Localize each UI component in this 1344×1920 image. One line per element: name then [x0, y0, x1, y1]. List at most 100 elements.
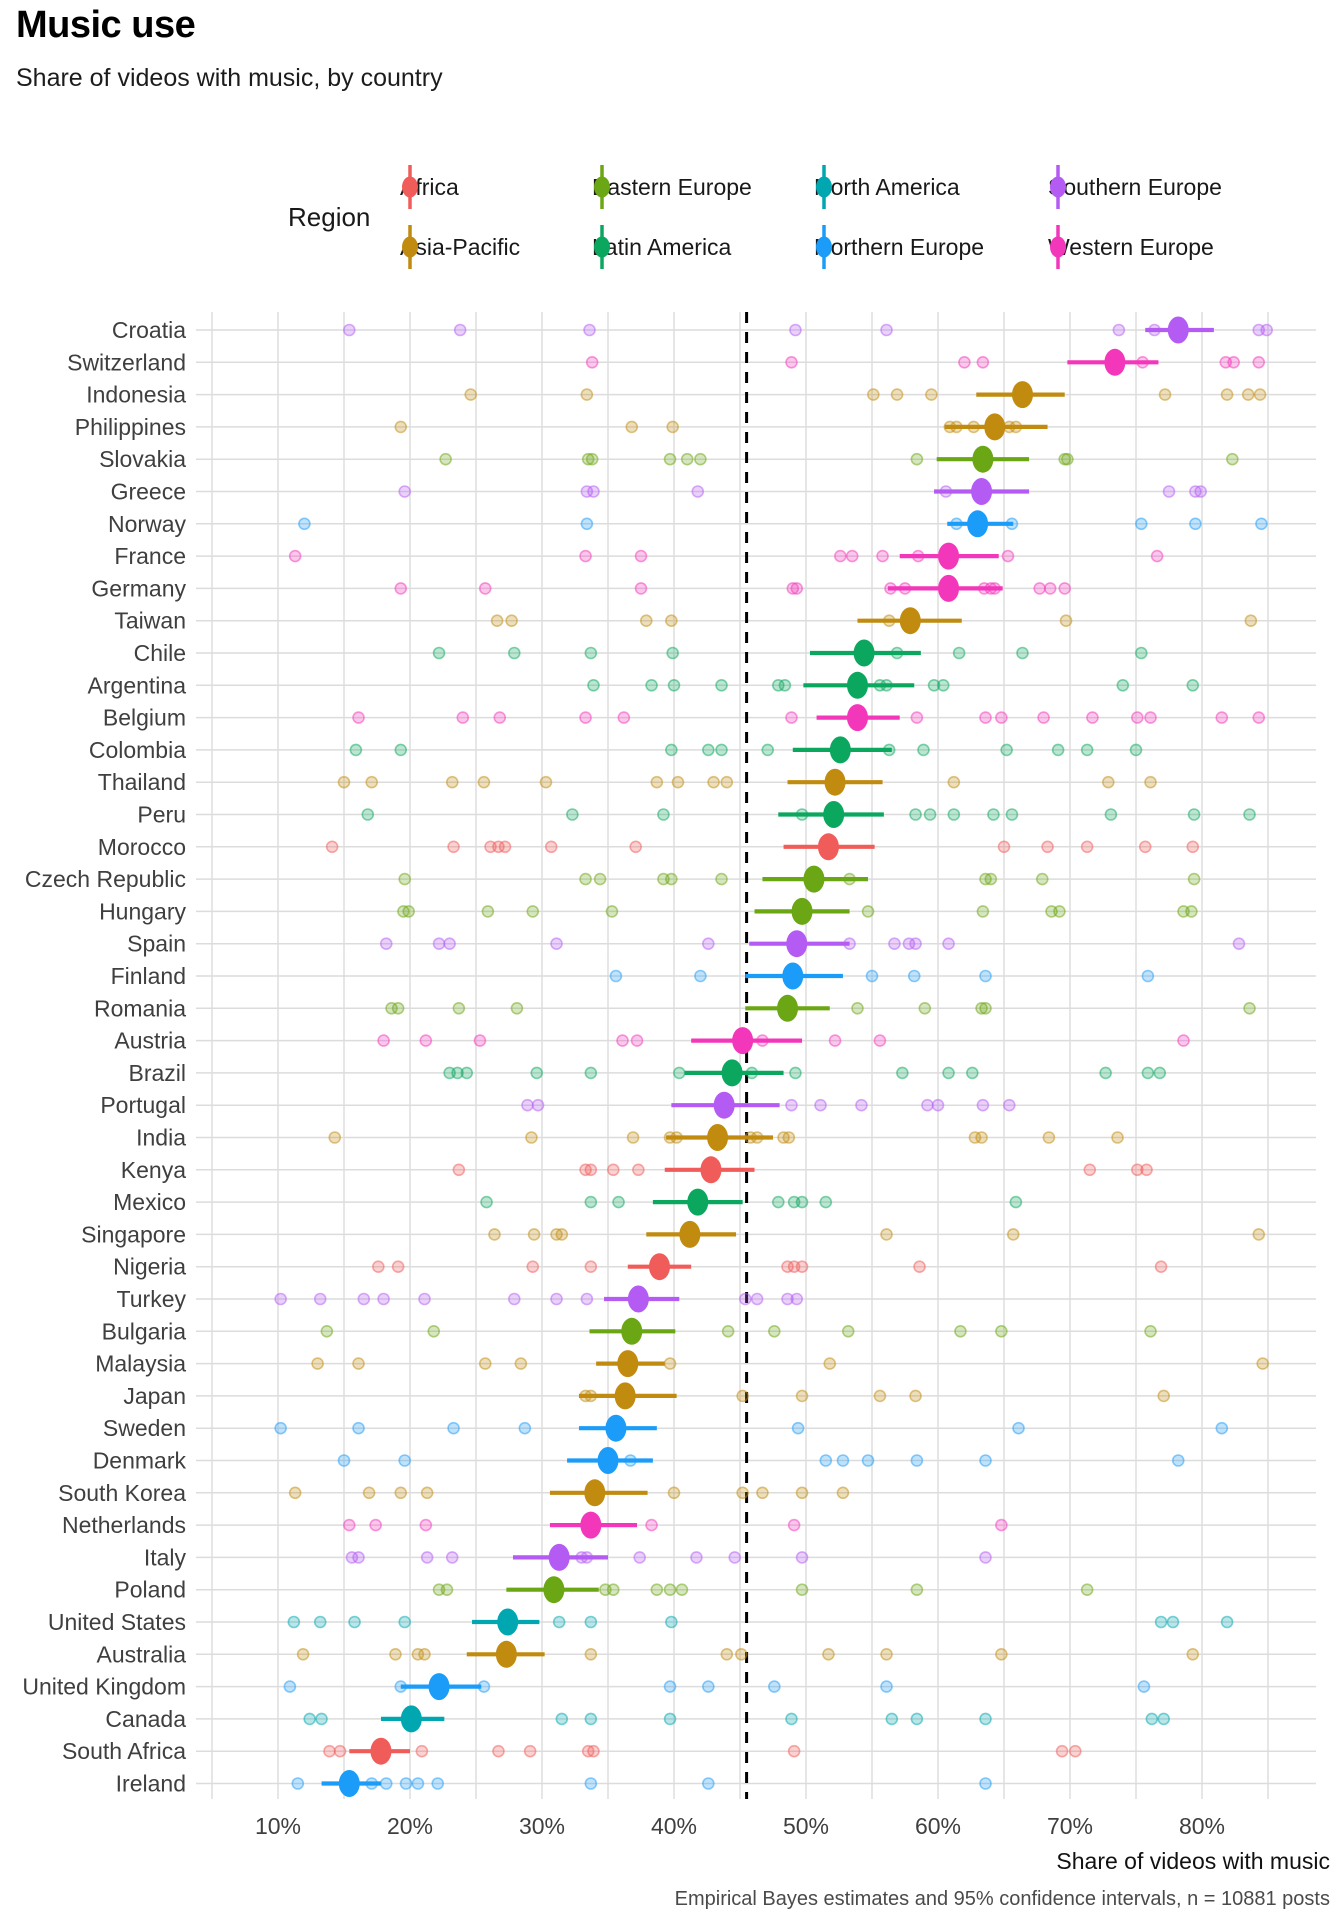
- scatter-dot: [665, 872, 678, 886]
- scatter-dot: [667, 678, 681, 692]
- scatter-dot: [580, 388, 594, 401]
- country-label: Colombia: [89, 737, 186, 763]
- scatter-dot: [736, 1486, 749, 1500]
- scatter-dot: [1154, 1260, 1168, 1273]
- country-label: Argentina: [88, 672, 187, 698]
- scatter-dot: [979, 711, 992, 724]
- scatter-dot: [394, 1486, 408, 1500]
- country-label: Denmark: [93, 1448, 187, 1474]
- scatter-dot: [1104, 808, 1118, 821]
- estimate-dot: [605, 1414, 627, 1442]
- country-label: Malaysia: [95, 1351, 186, 1377]
- scatter-dot: [633, 1551, 646, 1564]
- estimate-dot: [1167, 316, 1189, 344]
- scatter-dot: [377, 1292, 390, 1306]
- scatter-dot: [1215, 711, 1229, 724]
- estimate-dot: [823, 801, 845, 828]
- country-label: Finland: [111, 963, 186, 989]
- scatter-dot: [362, 1486, 376, 1500]
- scatter-dot: [876, 549, 889, 563]
- scatter-dot: [587, 678, 600, 692]
- scatter-dot: [1111, 1131, 1124, 1144]
- scatter-dot: [913, 1260, 926, 1273]
- scatter-dot: [593, 872, 607, 886]
- scatter-dot: [584, 1195, 598, 1209]
- scatter-dot: [976, 905, 990, 918]
- estimate-dot: [584, 1479, 606, 1507]
- scatter-dot: [584, 1712, 598, 1726]
- scatter-dot: [1162, 485, 1176, 498]
- scatter-dot: [975, 1001, 988, 1015]
- scatter-dot: [453, 323, 467, 337]
- scatter-dot: [995, 1648, 1008, 1661]
- country-label: Germany: [91, 575, 186, 601]
- scatter-dot: [525, 1131, 538, 1144]
- legend-item-southern-europe: Southern Europe: [1048, 163, 1222, 211]
- scatter-dot: [550, 937, 563, 951]
- scatter-dot: [861, 905, 875, 918]
- scatter-dot: [1059, 614, 1073, 628]
- scatter-dot: [1189, 517, 1202, 531]
- scatter-dot: [1116, 678, 1130, 692]
- scatter-dot: [1041, 840, 1054, 854]
- scatter-dot: [909, 1389, 922, 1403]
- scatter-dot: [1166, 1615, 1180, 1629]
- country-label: Poland: [114, 1577, 186, 1603]
- scatter-dot: [787, 1744, 801, 1758]
- scatter-dot: [473, 1034, 487, 1047]
- scatter-dot: [510, 1001, 524, 1015]
- scatter-dot: [735, 1648, 748, 1661]
- scatter-dot: [398, 1454, 412, 1467]
- scatter-dot: [402, 905, 415, 918]
- scatter-dot: [352, 1357, 365, 1370]
- estimate-dot: [972, 445, 994, 473]
- scatter-dot: [694, 969, 707, 983]
- scatter-dot: [1131, 1163, 1144, 1177]
- estimate-dot: [1011, 381, 1033, 409]
- scatter-dot: [337, 1454, 351, 1467]
- estimate-dot: [543, 1576, 565, 1604]
- scatter-dot: [1154, 1615, 1168, 1629]
- scatter-dot: [333, 1744, 347, 1758]
- scatter-dot: [1099, 1066, 1112, 1080]
- scatter-dot: [665, 743, 678, 757]
- estimate-dot: [803, 865, 825, 893]
- scatter-dot: [493, 711, 507, 724]
- legend-label: Asia-Pacific: [400, 233, 521, 260]
- country-label: Ireland: [116, 1771, 186, 1797]
- scatter-dot: [419, 1518, 433, 1532]
- scatter-dot: [947, 775, 961, 789]
- estimate-dot: [707, 1124, 729, 1151]
- country-label: Hungary: [99, 898, 186, 924]
- scatter-dot: [634, 549, 648, 563]
- scatter-dot: [861, 1454, 875, 1467]
- scatter-dot: [1000, 743, 1013, 757]
- x-tick-label: 30%: [519, 1813, 565, 1839]
- scatter-dot: [666, 420, 679, 434]
- scatter-dot: [579, 711, 592, 724]
- scatter-dot: [521, 1098, 534, 1112]
- estimate-dot: [497, 1608, 519, 1636]
- scatter-dot: [645, 1518, 658, 1532]
- scatter-dot: [1186, 1648, 1200, 1661]
- scatter-dot: [785, 1098, 798, 1112]
- scatter-dot: [1053, 905, 1066, 918]
- scatter-dot: [630, 1034, 644, 1047]
- scatter-dot: [880, 323, 893, 337]
- scatter-dot: [348, 1615, 361, 1629]
- scatter-dot: [925, 388, 938, 401]
- country-label: Thailand: [98, 769, 186, 795]
- scatter-dot: [910, 452, 924, 466]
- estimate-dot: [899, 607, 921, 635]
- pointrange-key-icon: [816, 165, 832, 209]
- scatter-dot: [995, 711, 1008, 724]
- scatter-dot: [979, 1551, 992, 1564]
- scatter-dot: [584, 1648, 598, 1661]
- scatter-dot: [680, 452, 694, 466]
- scatter-dot: [921, 1098, 934, 1112]
- country-label: Chile: [134, 640, 186, 666]
- scatter-dot: [1186, 840, 1200, 854]
- scatter-dot: [323, 1744, 336, 1758]
- country-label: South Africa: [62, 1738, 186, 1764]
- scatter-dot: [605, 905, 619, 918]
